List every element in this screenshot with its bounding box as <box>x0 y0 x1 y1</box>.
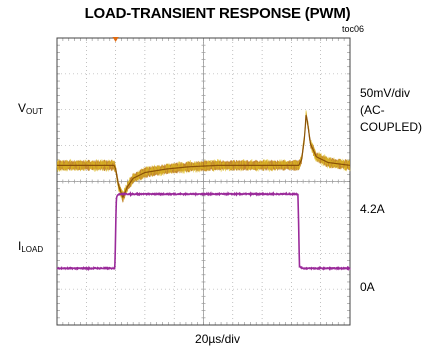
trigger-marker <box>112 37 119 42</box>
figure-code: toc06 <box>342 24 365 34</box>
traces <box>56 110 351 272</box>
vout-scale-line-2: (AC- <box>360 103 385 117</box>
vout-label-sub: OUT <box>26 107 43 116</box>
iload-low-label: 0A <box>360 280 375 294</box>
vout-ripple-band <box>57 110 350 203</box>
vout-label-main: V <box>18 101 27 115</box>
chart-title: LOAD-TRANSIENT RESPONSE (PWM) <box>84 5 351 22</box>
iload-channel-label: ILOAD <box>18 239 43 254</box>
grid <box>56 37 351 326</box>
plot-frame <box>56 37 351 326</box>
vout-scale-line-1: 50mV/div <box>360 86 411 100</box>
vout-scale-label: 50mV/div (AC- COUPLED) <box>360 85 422 136</box>
iload-label-main: I <box>18 239 22 253</box>
vout-trace <box>57 114 351 198</box>
time-scale-label: 20µs/div <box>195 332 240 346</box>
vout-channel-label: VOUT <box>18 101 43 116</box>
vout-scale-line-3: COUPLED) <box>360 120 423 134</box>
iload-label-sub: LOAD <box>21 245 44 254</box>
iload-trace <box>56 190 351 272</box>
iload-high-label: 4.2A <box>360 202 385 216</box>
